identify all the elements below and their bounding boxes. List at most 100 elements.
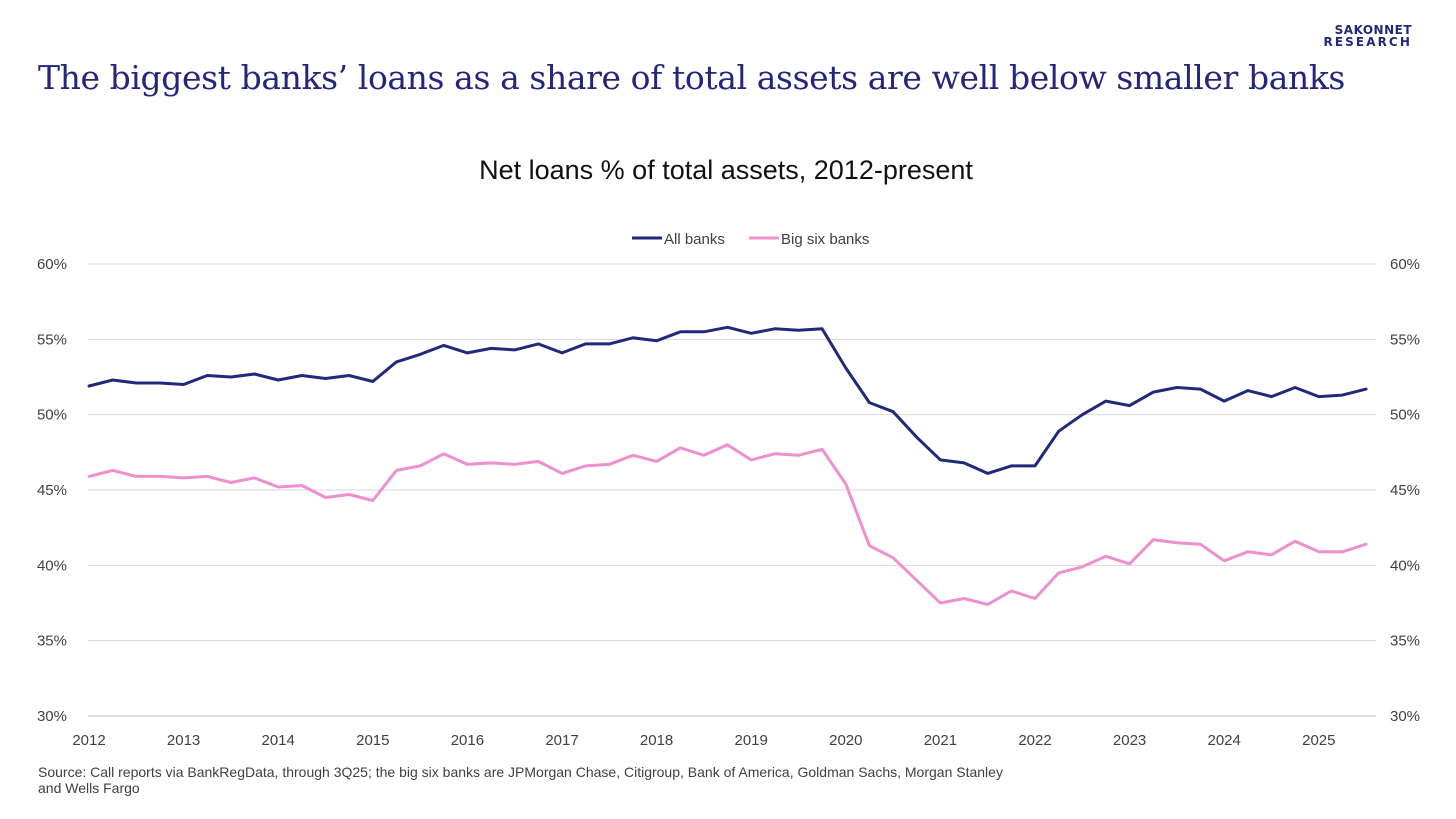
data-point — [1010, 589, 1013, 593]
data-point — [1364, 543, 1368, 546]
data-point — [891, 410, 895, 413]
data-point — [1104, 555, 1108, 558]
data-point — [868, 401, 871, 404]
data-point — [466, 463, 469, 466]
data-point — [182, 383, 185, 386]
data-point — [773, 327, 776, 330]
y-tick-label-left: 45% — [37, 482, 67, 499]
x-tick-label: 2022 — [1018, 732, 1051, 749]
data-point — [773, 452, 776, 455]
data-point — [371, 499, 374, 502]
x-axis: 2012 2013 2014 2015 2016 2017 2018 2019 2020 2021… — [72, 732, 1335, 749]
legend-label: All banks — [664, 231, 725, 248]
data-point — [537, 342, 540, 346]
data-point — [206, 475, 209, 478]
data-point — [418, 464, 422, 468]
data-point — [1057, 430, 1060, 433]
series-line-all-banks — [87, 325, 1368, 475]
y-tick-label-right: 60% — [1390, 256, 1420, 273]
data-point — [324, 496, 327, 499]
x-tick-label: 2013 — [167, 732, 200, 749]
data-point — [135, 475, 138, 478]
data-point — [1364, 387, 1368, 391]
data-point — [300, 374, 304, 377]
y-tick-label-left: 30% — [37, 708, 67, 725]
data-point — [277, 485, 280, 489]
data-point — [702, 454, 706, 457]
y-tick-label-left: 55% — [37, 331, 67, 348]
gridlines — [88, 263, 1376, 717]
data-point — [1057, 571, 1060, 575]
data-point — [300, 484, 304, 487]
data-point — [584, 464, 587, 468]
data-point — [1246, 389, 1250, 392]
data-point — [253, 372, 256, 376]
data-point — [986, 603, 989, 606]
data-point — [347, 374, 351, 377]
data-point — [87, 384, 91, 388]
x-tick-label: 2020 — [829, 732, 862, 749]
data-point — [631, 454, 635, 457]
data-point — [1081, 413, 1084, 416]
data-point — [324, 377, 327, 380]
x-tick-label: 2014 — [262, 732, 295, 749]
data-point — [537, 460, 540, 463]
data-point — [1270, 553, 1273, 556]
data-point — [229, 375, 233, 379]
data-point — [253, 476, 256, 480]
data-point — [726, 443, 729, 446]
data-point — [229, 481, 233, 484]
data-point — [1081, 565, 1084, 568]
data-point — [489, 461, 493, 465]
data-point — [608, 463, 611, 466]
legend-label: Big six banks — [781, 231, 869, 248]
data-point — [1152, 390, 1155, 394]
data-point — [206, 374, 209, 377]
y-tick-label-right: 30% — [1390, 708, 1420, 725]
data-point — [371, 380, 374, 383]
data-point — [560, 472, 564, 475]
data-point — [1128, 404, 1131, 407]
data-point — [962, 461, 966, 465]
data-point — [702, 330, 706, 333]
data-point — [87, 475, 91, 478]
data-point — [347, 493, 351, 496]
data-point — [1317, 550, 1321, 553]
x-tick-label: 2018 — [640, 732, 673, 749]
data-point — [560, 351, 564, 355]
data-point — [1128, 562, 1131, 565]
data-point — [466, 351, 469, 355]
data-point — [1341, 550, 1344, 553]
data-point — [513, 463, 516, 466]
data-point — [1341, 393, 1344, 397]
data-point — [1033, 464, 1037, 468]
y-tick-label-right: 35% — [1390, 633, 1420, 650]
y-tick-label-left: 40% — [37, 557, 67, 574]
data-point — [679, 446, 682, 449]
data-point — [395, 469, 398, 472]
legend: All banks Big six banks — [632, 231, 869, 248]
x-tick-label: 2017 — [545, 732, 578, 749]
y-tick-label-left: 60% — [37, 256, 67, 273]
y-tick-label-left: 35% — [37, 633, 67, 650]
data-point — [844, 366, 847, 370]
data-point — [1246, 550, 1250, 553]
y-tick-label-right: 50% — [1390, 407, 1420, 424]
data-point — [1175, 541, 1179, 544]
data-point — [1199, 387, 1202, 391]
data-point — [962, 597, 966, 600]
series-line-big-six-banks — [87, 443, 1368, 606]
data-point — [939, 601, 942, 605]
data-point — [1293, 540, 1297, 543]
data-point — [111, 469, 114, 472]
source-note: Source: Call reports via BankRegData, th… — [38, 764, 1003, 796]
data-point — [655, 460, 658, 463]
data-point — [986, 472, 989, 475]
x-tick-label: 2024 — [1208, 732, 1241, 749]
y-tick-label-right: 40% — [1390, 557, 1420, 574]
data-point — [489, 347, 493, 350]
data-point — [844, 482, 847, 486]
x-tick-label: 2025 — [1302, 732, 1335, 749]
data-point — [111, 378, 114, 382]
